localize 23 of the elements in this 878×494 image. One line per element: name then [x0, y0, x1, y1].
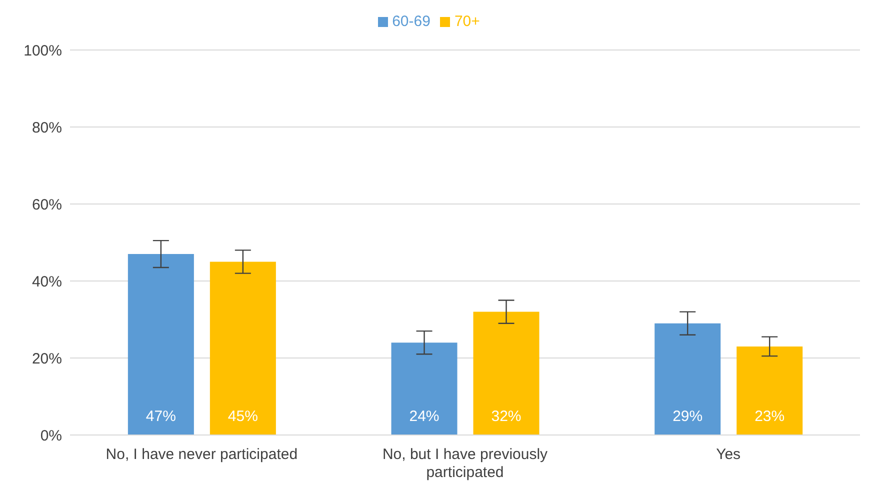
data-label: 45% — [228, 408, 258, 425]
data-label: 23% — [754, 408, 785, 425]
y-tick-label: 0% — [40, 427, 62, 444]
bar — [128, 254, 194, 435]
x-tick-label: No, but I have previously participated — [382, 446, 548, 481]
bar — [736, 346, 803, 435]
y-tick-label: 60% — [32, 196, 62, 214]
legend-label: 70+ — [454, 13, 480, 30]
y-tick-label: 20% — [32, 350, 62, 368]
y-tick-label: 40% — [32, 273, 62, 290]
x-tick-label: Yes — [716, 446, 741, 463]
x-tick-label: No, I have never participated — [106, 446, 298, 463]
bar — [391, 342, 458, 435]
data-label: 24% — [409, 408, 440, 425]
bar — [210, 262, 276, 435]
data-label: 32% — [491, 408, 522, 425]
data-label: 47% — [146, 408, 176, 425]
y-tick-label: 100% — [24, 42, 62, 60]
data-label: 29% — [672, 408, 703, 425]
bar — [473, 312, 540, 435]
bar — [654, 323, 721, 435]
y-tick-label: 80% — [32, 119, 62, 136]
legend-label: 60-69 — [392, 13, 430, 30]
